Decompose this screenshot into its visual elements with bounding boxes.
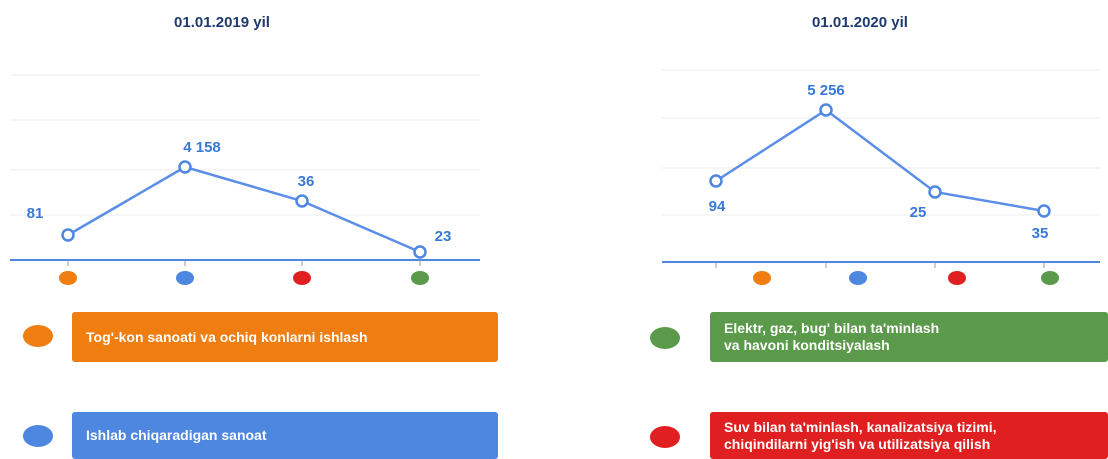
legend-text: chiqindilarni yig'ish va utilizatsiya qi… — [724, 435, 991, 452]
point — [1037, 204, 1051, 218]
legend-text: Ishlab chiqaradigan sanoat — [86, 427, 267, 443]
point-label: 35 — [1032, 225, 1049, 242]
legend-text: Elektr, gaz, bug' bilan ta'minlash — [724, 320, 940, 336]
charts: 01.01.2019 yil 81 4 158 36 23 01.01.2020 yil 9… — [10, 14, 1100, 285]
category-dot — [293, 271, 311, 285]
point — [709, 174, 723, 188]
category-dot — [59, 271, 77, 285]
category-dot — [411, 271, 429, 285]
point-label: 23 — [435, 228, 452, 245]
category-dot — [948, 271, 966, 285]
category-dot — [849, 271, 867, 285]
category-dot — [176, 271, 194, 285]
line — [67, 165, 421, 254]
category-dot — [753, 271, 771, 285]
point — [413, 245, 427, 259]
point-label: 94 — [709, 198, 726, 215]
point — [928, 185, 942, 199]
point-label: 81 — [27, 205, 44, 222]
point-label: 5 256 — [807, 82, 845, 99]
legend-box: Suv bilan ta'minlash, kanalizatsiya tizi… — [710, 412, 1108, 459]
legend-dot — [23, 325, 53, 347]
legend-box: Elektr, gaz, bug' bilan ta'minlash va ha… — [710, 312, 1108, 362]
point-label: 25 — [910, 204, 927, 221]
point — [61, 228, 75, 242]
legend-dot — [23, 425, 53, 447]
point — [178, 160, 192, 174]
point — [819, 103, 833, 117]
chart-title: 01.01.2019 yil — [174, 14, 270, 31]
legend-text: va havoni konditsiyalash — [724, 337, 890, 353]
legend-text: Tog'-kon sanoati va ochiq konlarni ishla… — [86, 328, 368, 345]
legend-text: Suv bilan ta'minlash, kanalizatsiya tizi… — [724, 418, 997, 435]
chart-title: 01.01.2020 yil — [812, 14, 908, 31]
legend-dot — [650, 426, 680, 448]
point-label: 36 — [298, 173, 315, 190]
line — [715, 108, 1045, 213]
legend-box: Ishlab chiqaradigan sanoat — [72, 412, 498, 459]
point — [295, 194, 309, 208]
point-label: 4 158 — [183, 139, 221, 156]
category-dot — [1041, 271, 1059, 285]
legend-dot — [650, 327, 680, 349]
legend-box: Tog'-kon sanoati va ochiq konlarni ishla… — [72, 312, 498, 362]
